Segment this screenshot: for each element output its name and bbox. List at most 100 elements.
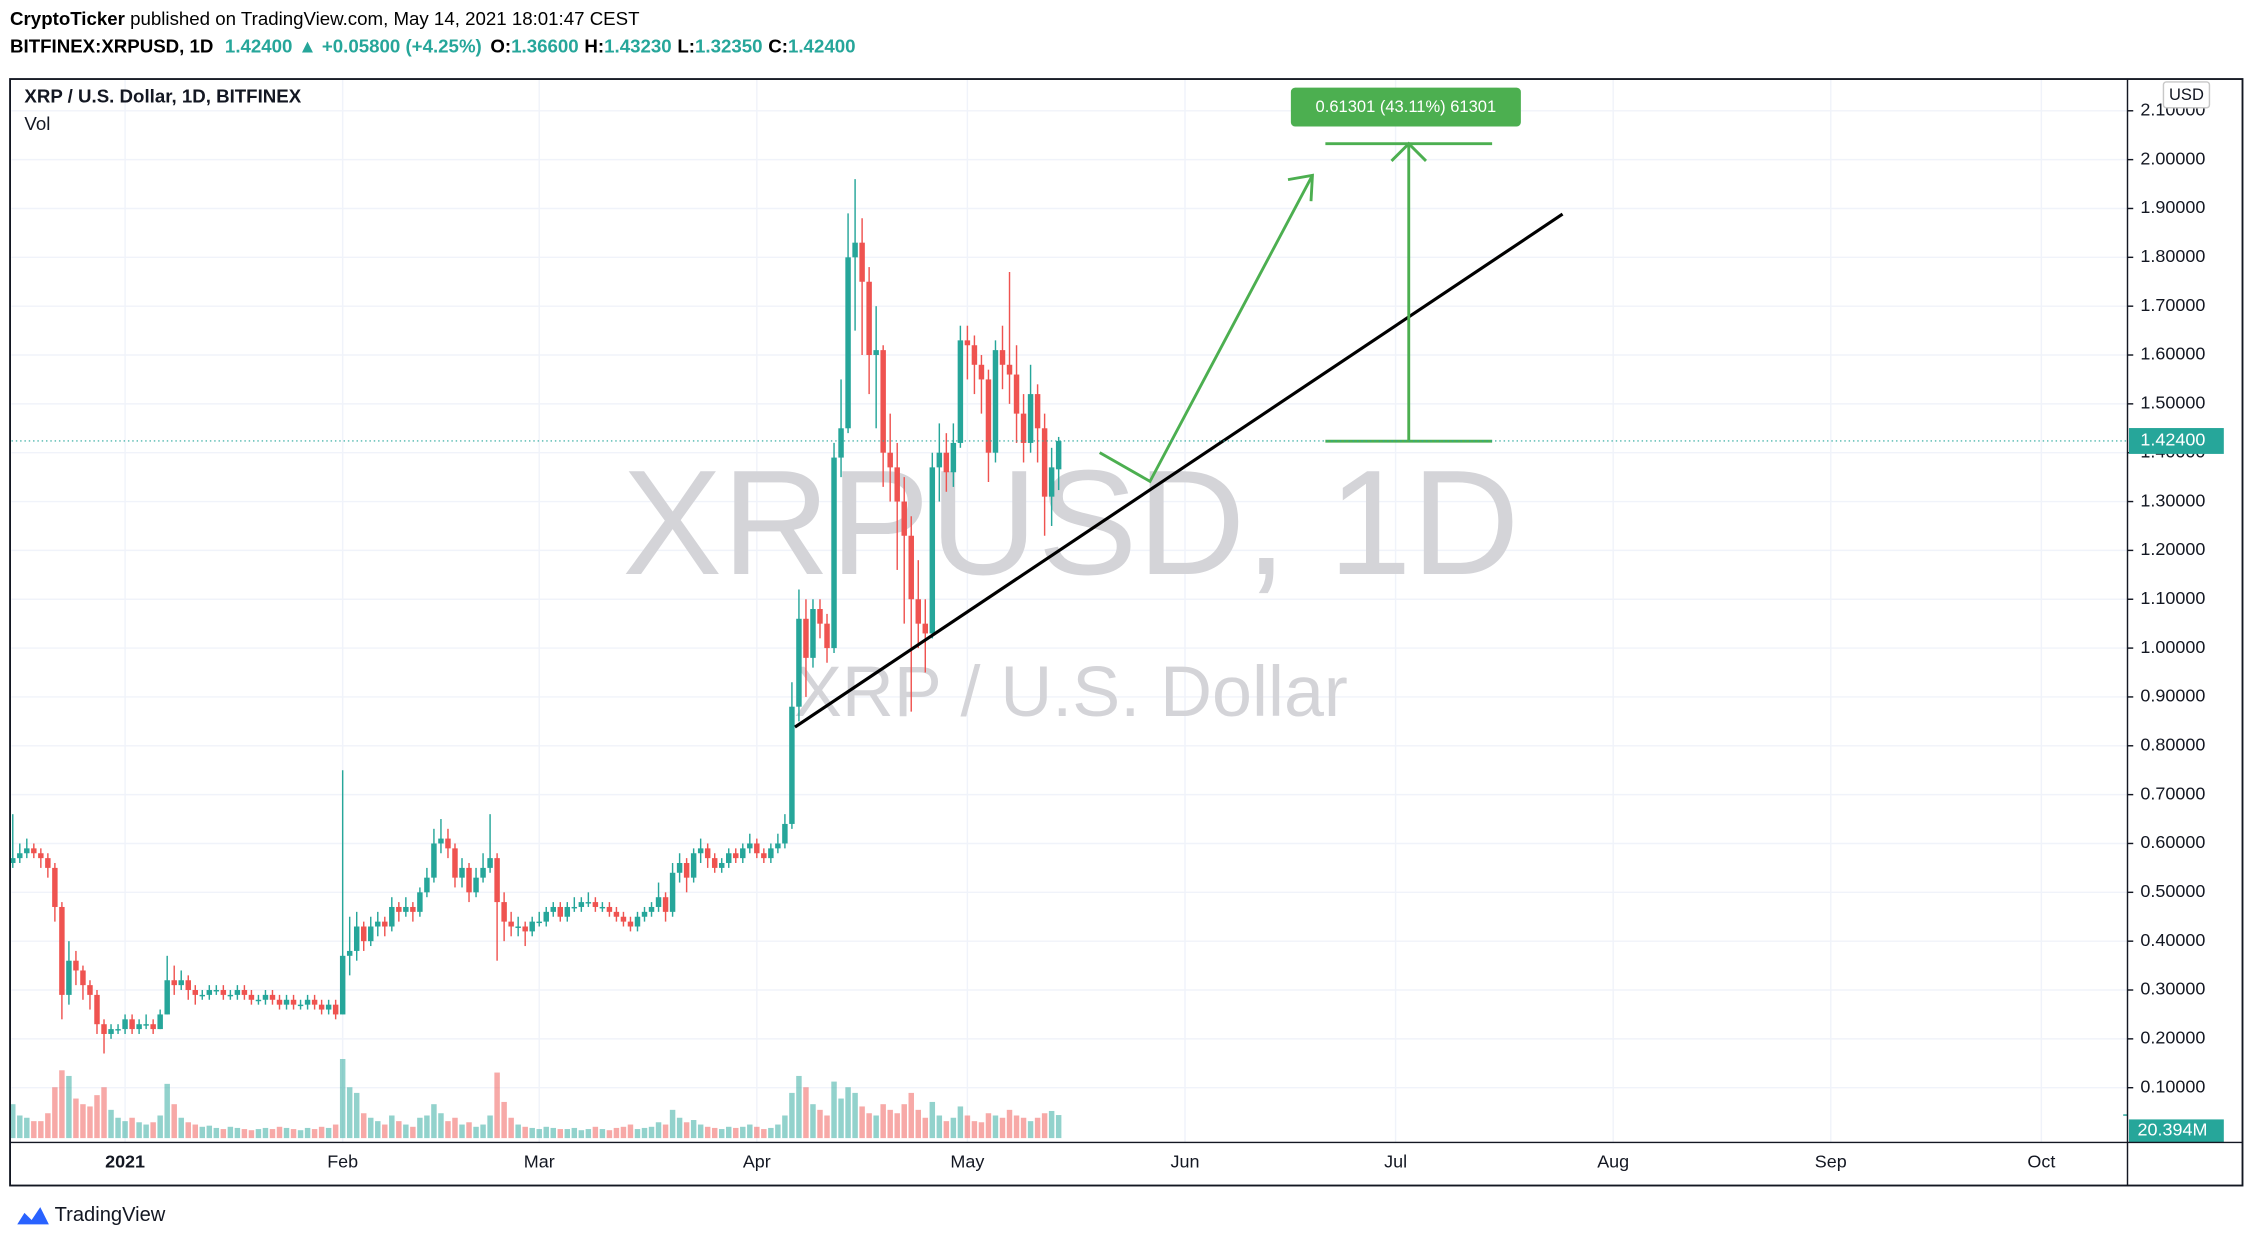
volume-bar [578, 1130, 585, 1139]
volume-bar [487, 1115, 493, 1139]
volume-bar [1048, 1110, 1055, 1139]
candle-body [775, 843, 781, 849]
candle-body [73, 960, 79, 971]
volume-bar [978, 1122, 985, 1139]
candle-body [866, 281, 872, 356]
volume-bar [346, 1087, 353, 1139]
candle-body [248, 994, 255, 1000]
volume-bar [950, 1117, 957, 1139]
currency: USD [2169, 85, 2204, 104]
candle-body [571, 906, 578, 909]
volume-bar [73, 1098, 79, 1139]
volume-bar [943, 1121, 950, 1139]
candle-body [332, 1004, 339, 1015]
volume-bar [606, 1130, 613, 1139]
volume-bar [599, 1129, 606, 1139]
candle-body [831, 457, 837, 649]
candle-body [45, 858, 51, 868]
candle-body [683, 863, 690, 878]
candle-body [375, 921, 381, 927]
volume-bar [901, 1104, 907, 1139]
candle-body [768, 848, 774, 859]
candle-body [887, 452, 893, 468]
candle-body [943, 452, 950, 473]
last-price-label: 1.42400 [2140, 430, 2205, 450]
candle-body [480, 867, 486, 878]
candle-body [325, 1004, 332, 1010]
candle-body [431, 843, 437, 878]
candle-body [599, 906, 606, 909]
candle-body [157, 1014, 163, 1030]
candle-body [438, 838, 444, 844]
volume-bar [641, 1127, 648, 1139]
candle-body [922, 623, 929, 634]
measure-label: 0.61301 (43.11%) 61301 [1316, 97, 1497, 116]
candle-body [852, 242, 858, 258]
candle-body [1006, 364, 1013, 375]
last-volume-box [2128, 1119, 2224, 1143]
volume-bar [368, 1117, 374, 1139]
volume-bar [782, 1115, 788, 1139]
ohlc-label: L: [677, 35, 695, 56]
arrow-head [1287, 173, 1314, 202]
volume-bar [683, 1122, 690, 1139]
volume-bar [241, 1129, 248, 1139]
volume-bar [38, 1121, 44, 1139]
volume-bar [852, 1092, 858, 1139]
volume-bar [550, 1127, 556, 1139]
volume-bar [529, 1127, 535, 1139]
header-line: CryptoTicker published on TradingView.co… [10, 8, 639, 29]
volume-bar [957, 1106, 964, 1139]
volume-bar [94, 1095, 100, 1139]
x-tick-label: Mar [524, 1151, 555, 1171]
candle-body [31, 848, 37, 854]
volume-bar [747, 1124, 753, 1139]
x-tick-label: Sep [1815, 1151, 1847, 1171]
candle-body [115, 1029, 121, 1031]
volume-bar [880, 1104, 886, 1139]
volume-bar [929, 1101, 936, 1139]
candle-body [669, 872, 676, 912]
volume-bar [206, 1125, 213, 1139]
candle-body [185, 980, 191, 991]
volume-bar [164, 1083, 170, 1139]
volume-bar [325, 1127, 332, 1139]
volume-bar [754, 1126, 760, 1139]
volume-bar [31, 1121, 37, 1139]
volume-bar [592, 1126, 599, 1139]
ohlc-value: 1.42400 [788, 35, 856, 56]
volume-bar [45, 1113, 51, 1139]
volume-bar [403, 1124, 409, 1139]
candle-body [17, 853, 23, 859]
candle-body [824, 623, 830, 649]
x-tick-label: Jun [1171, 1151, 1200, 1171]
candle-body [803, 618, 809, 658]
y-tick-label: 2.00000 [2140, 148, 2205, 168]
volume-bar [24, 1117, 30, 1139]
volume-bar [283, 1127, 290, 1139]
y-tick-label: 1.10000 [2140, 588, 2205, 608]
volume-bar [571, 1127, 578, 1139]
volume-bar [718, 1129, 725, 1139]
candle-body [620, 916, 627, 922]
candle-body [838, 428, 844, 458]
candle-body [733, 853, 739, 859]
measure-box [1290, 87, 1521, 127]
y-tick-label: 0.20000 [2140, 1028, 2205, 1048]
candle-body [318, 1004, 325, 1010]
volume-bar [922, 1117, 929, 1139]
candle-body [283, 999, 290, 1005]
candle-body [662, 897, 669, 912]
currency-box[interactable] [2162, 81, 2211, 109]
candle-body [171, 980, 177, 986]
volume-bar [613, 1127, 620, 1139]
volume-bar [66, 1075, 72, 1139]
volume-bar [178, 1117, 184, 1139]
watermark-symbol: XRPUSD, 1D [622, 439, 1519, 606]
volume-bar [136, 1122, 142, 1139]
volume-bar [227, 1126, 234, 1139]
volume-bar [697, 1124, 704, 1139]
y-tick-label: 1.50000 [2140, 393, 2205, 413]
volume-bar [389, 1115, 395, 1139]
